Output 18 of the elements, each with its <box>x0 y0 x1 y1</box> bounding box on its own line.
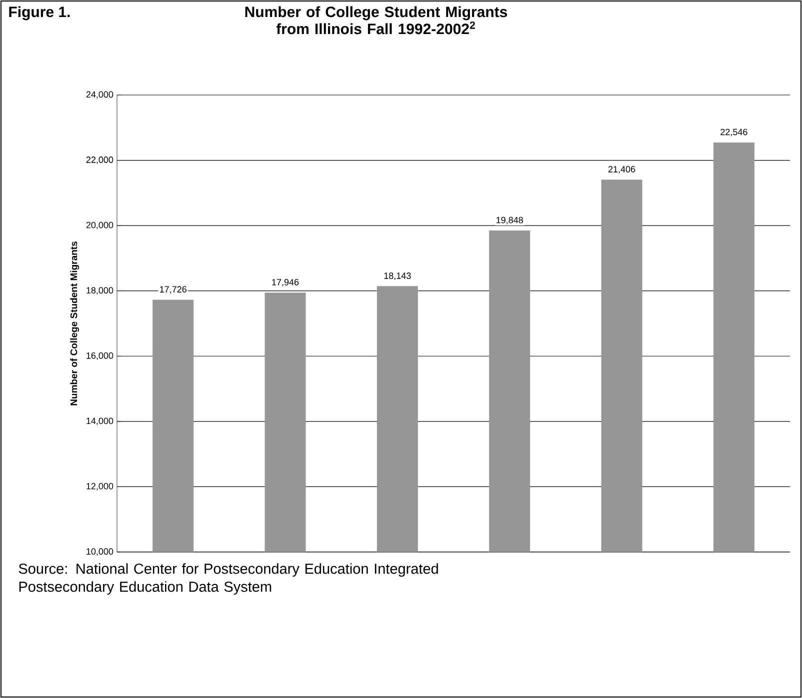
data-label: 18,143 <box>384 272 411 280</box>
y-tick-label: 22,000 <box>86 156 114 164</box>
y-axis-title: Number of College Student Migrants <box>70 242 80 406</box>
y-tick-label: 12,000 <box>86 482 114 490</box>
caption: Figure 1. <box>9 6 70 20</box>
y-tick-label: 14,000 <box>86 418 114 426</box>
y-tick-label: 10,000 <box>86 548 114 556</box>
data-label: 21,406 <box>608 166 636 174</box>
chart-title: Number of College Student Migrants from Illinois Fall 1992-2002$^{2}$ <box>245 6 508 34</box>
source-note: Source: National Center for Postsecondary Education Integrated Postsecondary Education Data System <box>18 563 438 595</box>
y-tick-label: 16,000 <box>86 352 114 360</box>
data-label: 17,946 <box>272 278 299 286</box>
y-tick-label: 20,000 <box>86 222 114 230</box>
data-label: 22,546 <box>720 128 748 136</box>
y-tick-label: 18,000 <box>86 287 114 295</box>
data-label: 17,726 <box>160 286 186 294</box>
y-tick-label: 24,000 <box>86 91 114 99</box>
data-label: 19,848 <box>496 216 523 224</box>
